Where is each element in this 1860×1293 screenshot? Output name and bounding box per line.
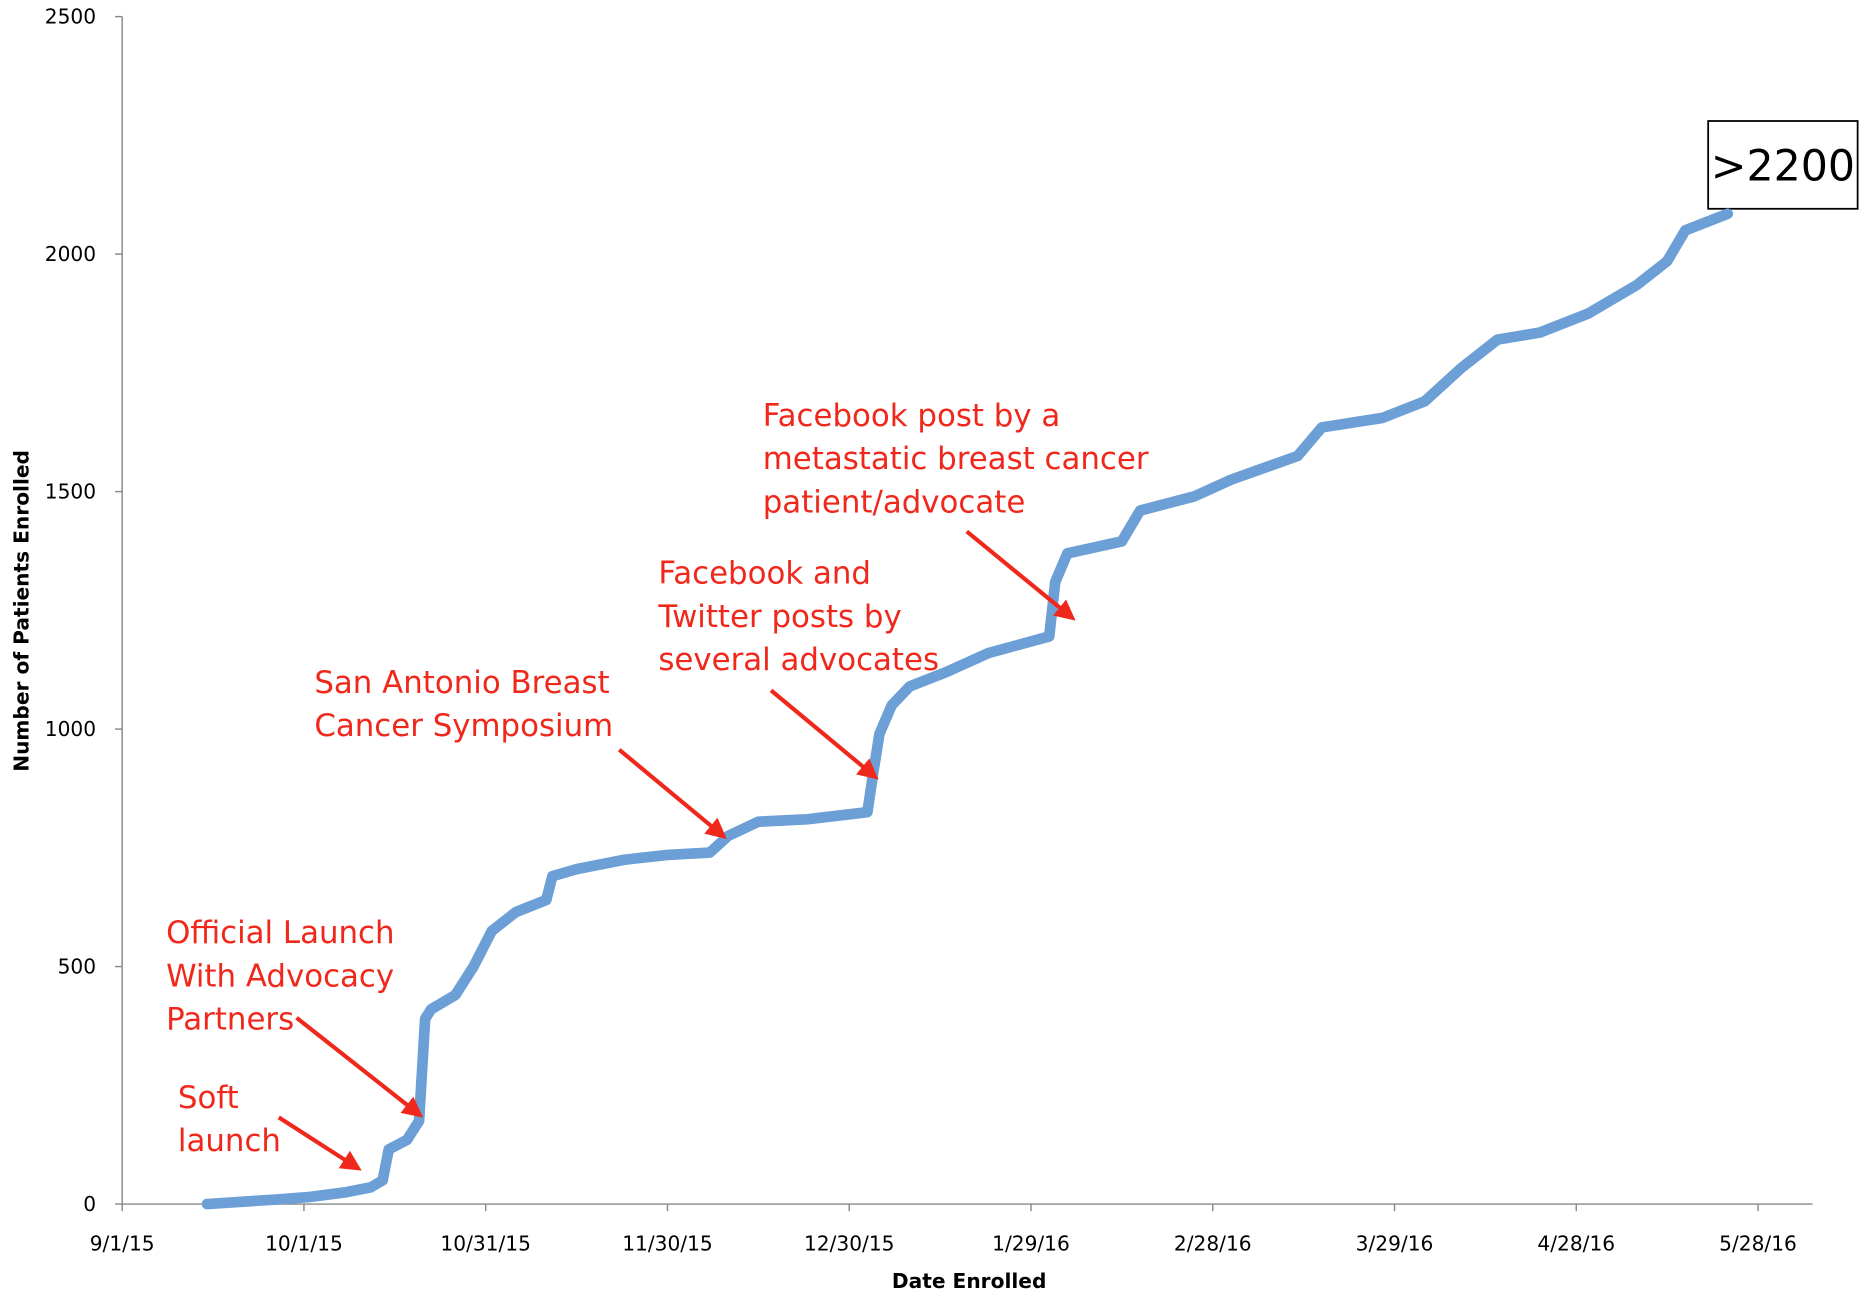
- callout-box: [1707, 120, 1859, 210]
- annotation-text: several advocates: [658, 642, 939, 678]
- callout-text: >2200: [1711, 141, 1855, 191]
- x-tick-label: 5/28/16: [1719, 1231, 1797, 1255]
- annotation-text: metastatic breast cancer: [763, 441, 1149, 477]
- annotation-text: patient/advocate: [763, 484, 1026, 520]
- x-tick-label: 2/28/16: [1174, 1231, 1252, 1255]
- annotation-arrow: [769, 688, 879, 780]
- y-tick-label: 500: [58, 955, 96, 979]
- annotation-text: San Antonio Breast: [314, 665, 609, 701]
- annotation-text: Official Launch: [166, 915, 394, 951]
- annotation-text: Twitter posts by: [657, 599, 901, 635]
- x-tick-label: 4/28/16: [1537, 1231, 1615, 1255]
- y-tick-label: 1500: [45, 480, 96, 504]
- data-line: [201, 208, 1734, 1210]
- annotation-text: Cancer Symposium: [314, 708, 613, 744]
- y-tick-label: 2500: [45, 5, 96, 29]
- y-tick-label: 1000: [45, 717, 96, 741]
- annotation-text: Partners: [166, 1002, 294, 1038]
- y-axis-label: Number of Patients Enrolled: [9, 450, 33, 772]
- x-tick-label: 9/1/15: [90, 1231, 155, 1255]
- y-tick-label: 2000: [45, 242, 96, 266]
- annotation-text: Facebook post by a: [763, 398, 1061, 434]
- x-tick-label: 12/30/15: [804, 1231, 895, 1255]
- annotation-text: launch: [178, 1123, 281, 1159]
- x-tick-label: 3/29/16: [1356, 1231, 1434, 1255]
- x-tick-label: 10/31/15: [440, 1231, 531, 1255]
- y-tick-label: 0: [83, 1192, 96, 1216]
- annotation-text: With Advocacy: [166, 958, 394, 994]
- x-axis-label: Date Enrolled: [892, 1269, 1046, 1293]
- x-tick-label: 10/1/15: [265, 1231, 343, 1255]
- annotation-text: Soft: [178, 1080, 239, 1116]
- annotation-arrow: [277, 1115, 362, 1171]
- annotation-arrow: [965, 529, 1076, 621]
- x-tick-label: 11/30/15: [622, 1231, 713, 1255]
- x-tick-label: 1/29/16: [992, 1231, 1070, 1255]
- annotation-arrow: [617, 748, 727, 839]
- annotation-text: Facebook and: [658, 556, 871, 592]
- annotation-arrow: [295, 1016, 424, 1118]
